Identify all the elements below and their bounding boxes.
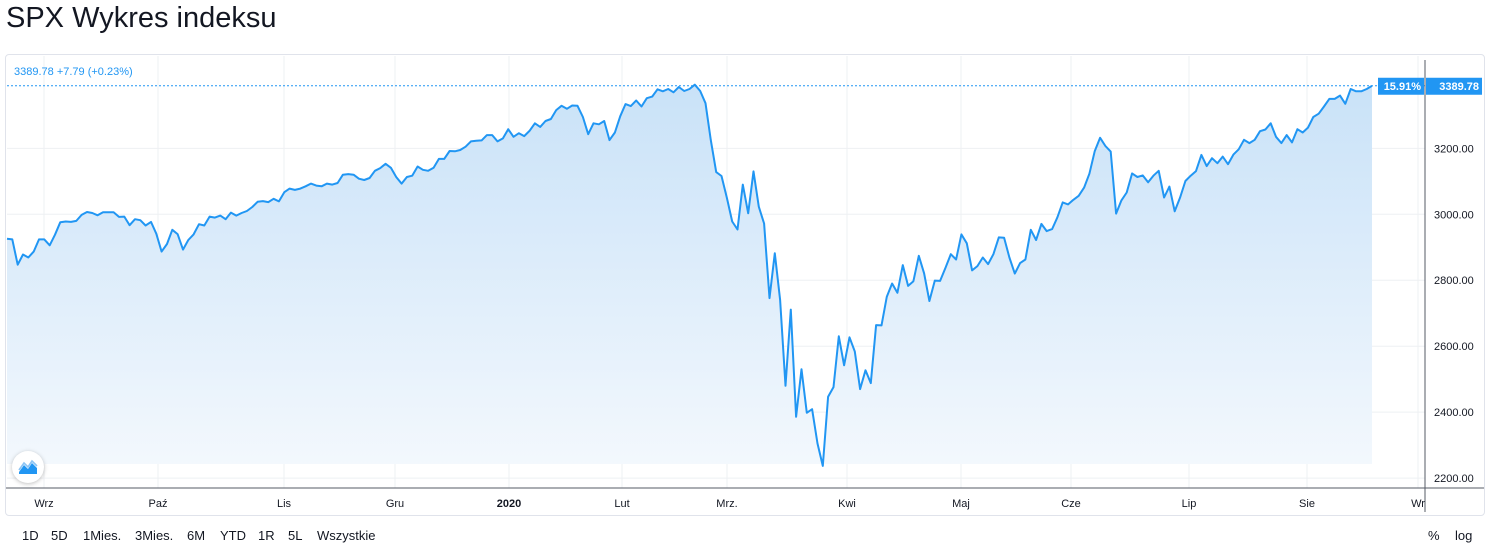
time-axis-label: Wrz (34, 498, 53, 510)
time-axis-label: Lut (614, 498, 629, 510)
range-button-5d[interactable]: 5D (51, 528, 68, 543)
time-axis-label: Lis (277, 498, 292, 510)
last-price-tag: 3389.78 (1439, 81, 1479, 93)
time-axis-label: Lip (1182, 498, 1197, 510)
time-axis-label: Maj (952, 498, 970, 510)
price-axis-label: 3200.00 (1434, 143, 1474, 155)
range-button-1y[interactable]: 1R (258, 528, 275, 543)
price-axis-label: 2800.00 (1434, 275, 1474, 287)
price-axis[interactable]: 3200.00 3000.00 2800.00 2600.00 2400.00 2200.… (1434, 143, 1474, 485)
percent-scale-toggle[interactable]: % (1428, 528, 1440, 543)
time-axis[interactable]: Wrz Paź Lis Gru 2020 Lut Mrz. Kwi Maj Cze Lip Sie Wr (34, 498, 1425, 510)
time-axis-label: Cze (1061, 498, 1081, 510)
price-axis-label: 2400.00 (1434, 407, 1474, 419)
range-button-ytd[interactable]: YTD (220, 528, 246, 543)
time-axis-label: Paź (149, 498, 168, 510)
last-price-tag-bg (1426, 77, 1482, 95)
time-axis-label: Gru (386, 498, 404, 510)
range-button-1d[interactable]: 1D (22, 528, 39, 543)
time-axis-label: Kwi (838, 498, 856, 510)
time-axis-label: Sie (1299, 498, 1315, 510)
time-axis-label: Mrz. (716, 498, 737, 510)
price-area-fill (7, 84, 1372, 466)
price-tags: 15.91% 3389.78 (1378, 77, 1482, 95)
time-axis-label: 2020 (497, 498, 521, 510)
range-button-all[interactable]: Wszystkie (317, 528, 376, 543)
range-button-6m[interactable]: 6M (187, 528, 206, 543)
price-axis-label: 3000.00 (1434, 209, 1474, 221)
percent-change-tag: 15.91% (1384, 81, 1422, 93)
quote-summary: 3389.78 +7.79 (+0.23%) (14, 66, 133, 78)
price-axis-label: 2200.00 (1434, 473, 1474, 485)
range-button-5y[interactable]: 5L (288, 528, 303, 543)
range-button-1m[interactable]: 1Mies. (83, 528, 122, 543)
price-series-line (6, 83, 1373, 467)
log-scale-toggle[interactable]: log (1455, 528, 1473, 543)
tradingview-logo-button[interactable] (12, 451, 44, 483)
price-axis-label: 2600.00 (1434, 341, 1474, 353)
range-button-3m[interactable]: 3Mies. (135, 528, 174, 543)
percent-change-tag-bg (1378, 77, 1424, 95)
tradingview-chart-icon (18, 459, 38, 474)
range-selector: 1D 5D 1Mies. 3Mies. 6M YTD 1R 5L Wszystk… (0, 524, 1487, 548)
time-axis-label: Wr (1411, 498, 1425, 510)
page-title: SPX Wykres indeksu (6, 2, 277, 34)
